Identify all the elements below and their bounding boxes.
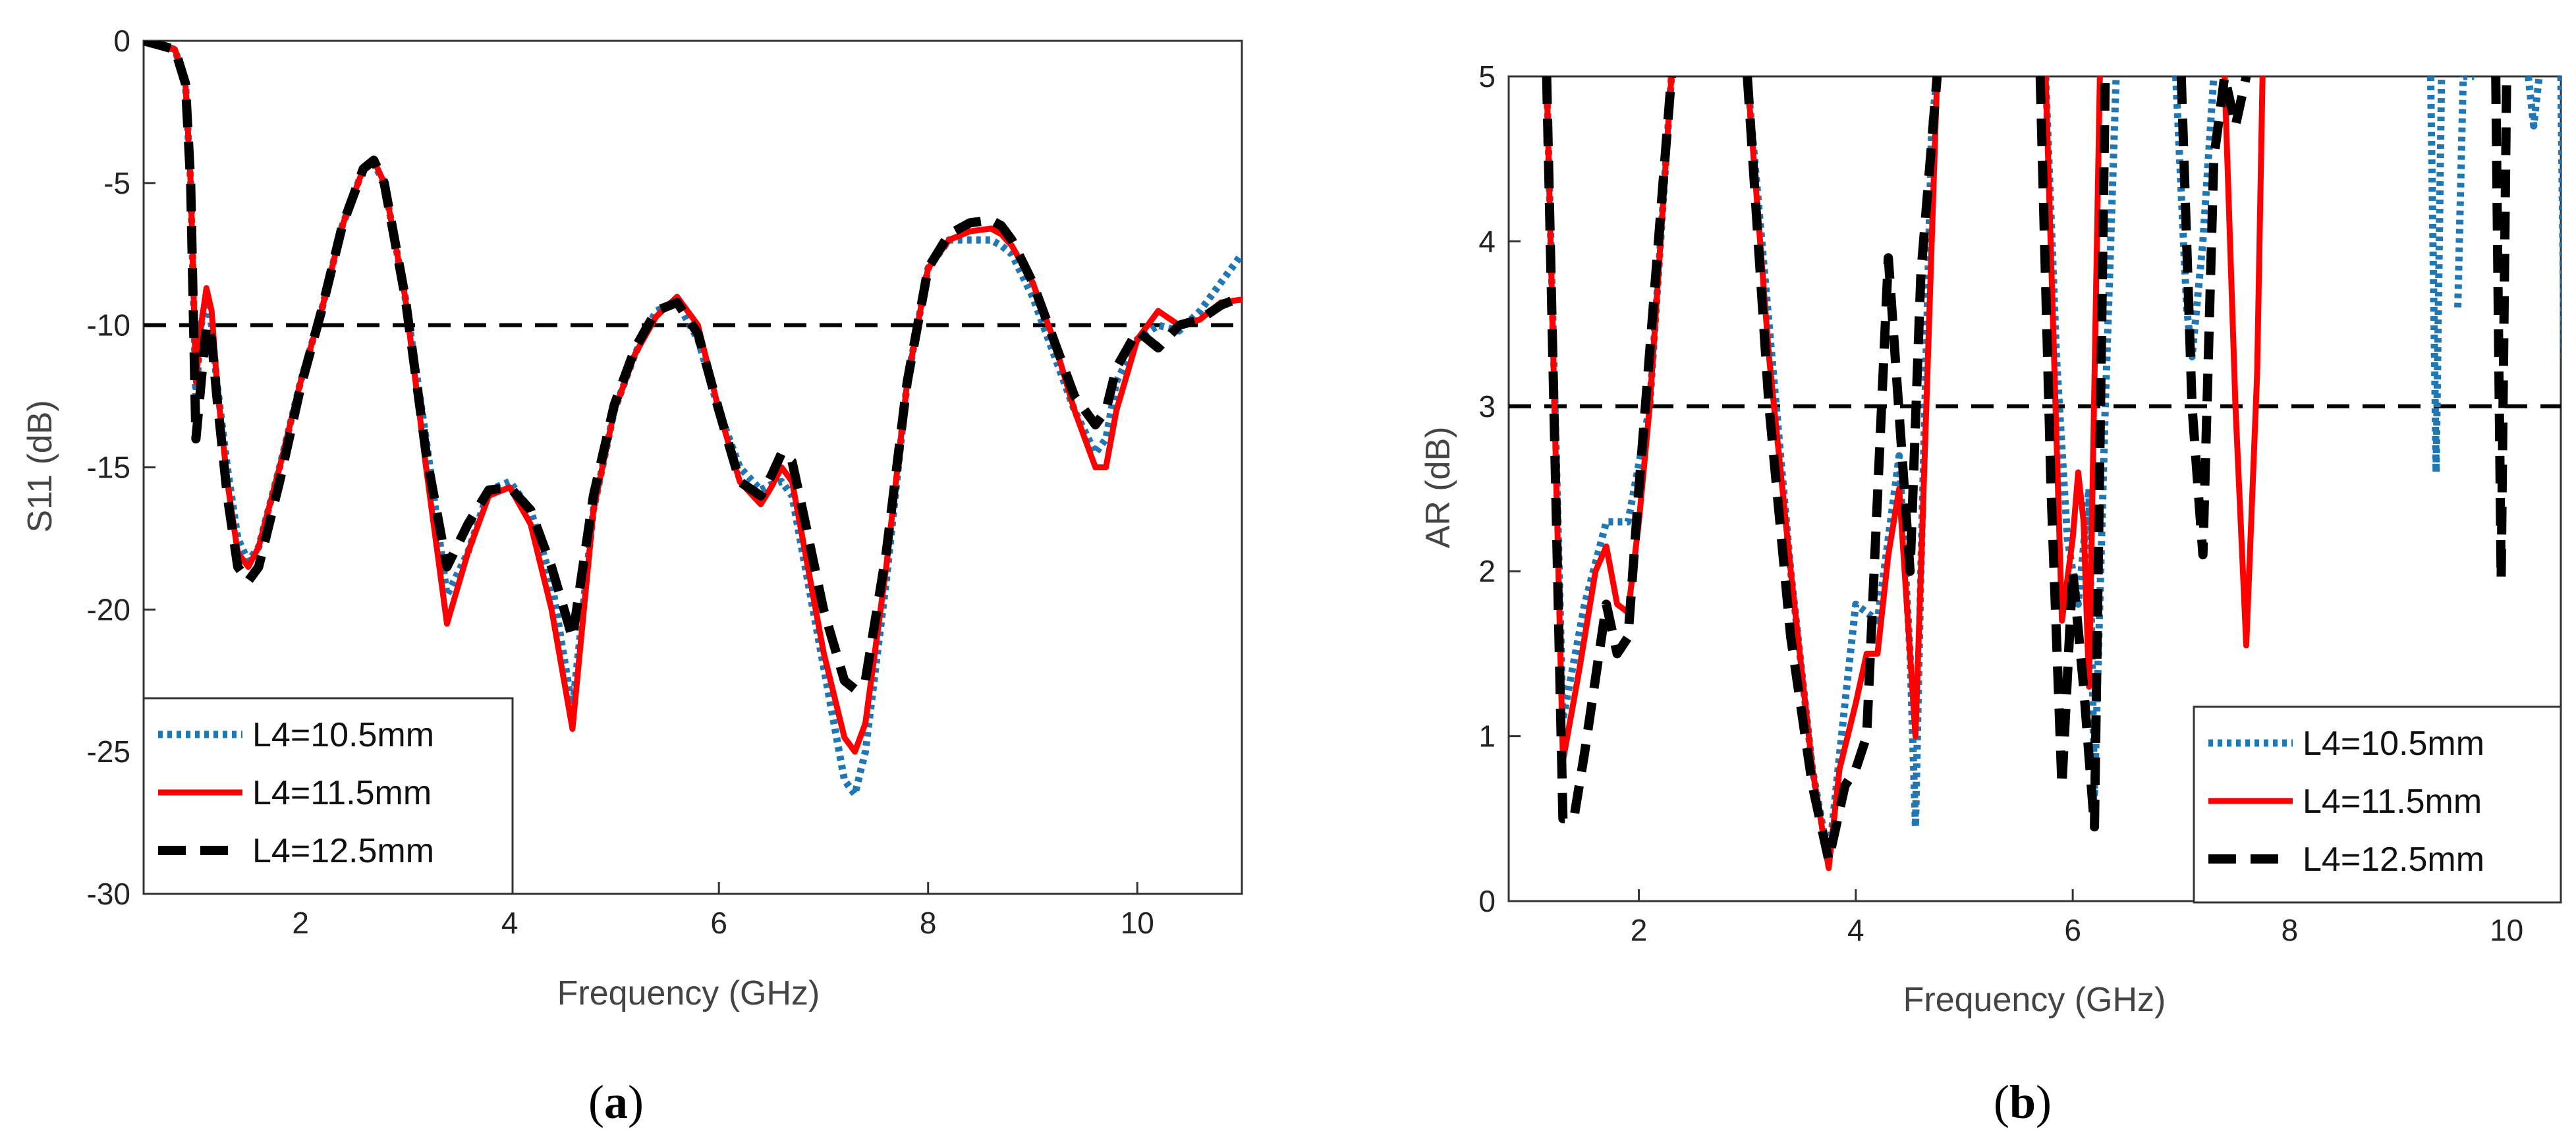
panel-b-x-tick-label: 4: [1847, 913, 1864, 947]
panel-b-legend-label-3: L4=12.5mm: [2303, 841, 2484, 879]
panel-a-x-tick-label: 4: [501, 906, 518, 940]
panel-b-x-tick-label: 6: [2064, 913, 2081, 947]
panel-a-legend-label-3: L4=12.5mm: [252, 832, 434, 870]
panel-b-series-line-2: [1544, 76, 2266, 871]
panel-b-y-tick-label: 2: [1478, 554, 1496, 588]
panel-b-x-axis-label: Frequency (GHz): [1903, 981, 2166, 1019]
panel-a-series-line-3: [144, 41, 1242, 694]
panel-b-y-tick-label: 4: [1478, 224, 1496, 258]
panel-b-caption-letter: b: [2009, 1076, 2036, 1128]
panel-a-x-tick-label: 8: [920, 906, 937, 940]
panel-b-plot-frame: [1507, 75, 2562, 902]
panel-b-legend: L4=10.5mm L4=11.5mm L4=12.5mm: [2193, 705, 2562, 904]
panel-a-x-tick-label: 2: [292, 906, 309, 940]
panel-a-legend-label-1: L4=10.5mm: [252, 716, 434, 754]
panel-b-caption: (b): [1994, 1076, 2052, 1128]
panel-a-ticks: 2 4 6 8 10 0 -5 -10 -15 -20 -25 -30: [87, 24, 1154, 940]
panel-a-y-tick-label: -25: [87, 734, 130, 769]
panel-b-series-line-3: [1542, 76, 2511, 865]
panel-b-y-axis-label: AR (dB): [1419, 427, 1457, 549]
panel-a-x-tick-label: 6: [710, 906, 727, 940]
panel-b-legend-label-2: L4=11.5mm: [2303, 783, 2482, 821]
panel-b-y-tick-label: 1: [1478, 719, 1496, 754]
panel-b-chart: 2 4 6 8 10 0 1 2 3 4 5 Frequency (GHz) AR (dB) L4=…: [1419, 59, 2562, 1128]
panel-a-x-axis-label: Frequency (GHz): [557, 974, 820, 1012]
panel-a-caption: (a): [588, 1076, 644, 1128]
panel-a-y-tick-label: -10: [87, 308, 130, 343]
panel-a-x-tick-label: 10: [1121, 906, 1154, 940]
panel-a-y-axis-label: S11 (dB): [21, 400, 59, 532]
panel-a-chart: 2 4 6 8 10 0 -5 -10 -15 -20 -25 -30 Frequency (GHz)…: [21, 24, 1243, 1128]
panel-b-y-tick-label: 5: [1478, 59, 1496, 94]
panel-b-y-tick-label: 0: [1478, 884, 1496, 918]
panel-b-legend-label-1: L4=10.5mm: [2303, 725, 2484, 763]
panel-b-series: [1542, 76, 2561, 871]
panel-a-y-tick-label: -20: [87, 592, 130, 626]
panel-b-x-tick-label: 2: [1631, 913, 1648, 947]
panel-b-x-tick-label: 10: [2490, 913, 2523, 947]
panel-a-legend: L4=10.5mm L4=11.5mm L4=12.5mm: [142, 697, 514, 895]
panel-a-legend-label-2: L4=11.5mm: [252, 774, 432, 812]
panel-b-y-tick-label: 3: [1478, 389, 1496, 424]
panel-a-series: [144, 41, 1242, 798]
panel-b-ticks: 2 4 6 8 10 0 1 2 3 4 5: [1478, 59, 2523, 947]
panel-a-y-tick-label: -30: [87, 877, 130, 911]
panel-a-y-tick-label: -5: [103, 166, 130, 200]
panel-b-series-line-1: [1543, 76, 2561, 864]
panel-a-y-tick-label: 0: [113, 24, 130, 58]
panel-a-y-tick-label: -15: [87, 451, 130, 485]
panel-b-x-tick-label: 8: [2282, 913, 2299, 947]
panel-a-caption-letter: a: [604, 1076, 628, 1128]
